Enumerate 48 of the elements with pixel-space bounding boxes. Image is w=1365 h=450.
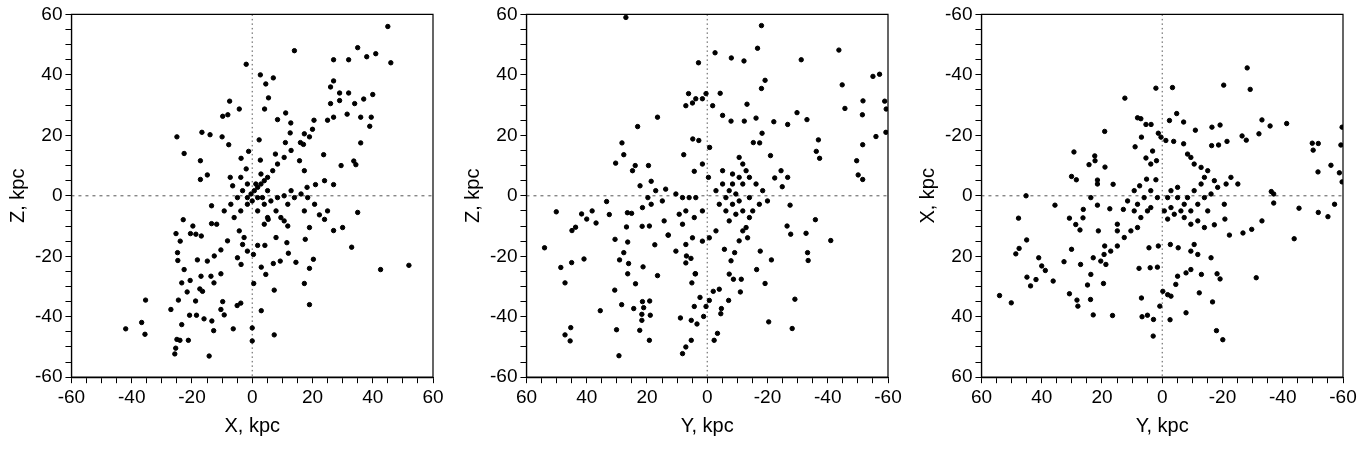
x-tick-label: 0 — [246, 385, 258, 407]
x-tick-label: -40 — [117, 385, 146, 407]
x-tick-label: 20 — [301, 385, 324, 407]
y-tick-label: -40 — [489, 304, 518, 326]
x-tick-label: 0 — [701, 385, 713, 407]
x-tick-label: -20 — [753, 385, 782, 407]
y-tick-label: 20 — [496, 123, 518, 145]
x-tick-label: 60 — [422, 385, 444, 407]
y-tick-label: 40 — [496, 63, 518, 85]
x-tick-label: -20 — [1208, 385, 1237, 407]
x-tick-label: 60 — [515, 385, 538, 407]
x-axis-title: Y, kpc — [680, 413, 734, 436]
y-axis-title: Z, kpc — [460, 168, 483, 224]
y-tick-label: -40 — [944, 63, 973, 85]
x-axis-title: Y, kpc — [1135, 413, 1189, 436]
y-tick-label: 60 — [41, 2, 63, 24]
x-tick-label: 40 — [362, 385, 384, 407]
y-tick-label: 0 — [51, 184, 63, 206]
y-tick-label: 0 — [506, 184, 518, 206]
x-tick-label: -40 — [814, 385, 842, 407]
x-tick-label: 20 — [1091, 385, 1113, 407]
y-tick-label: -20 — [944, 123, 973, 145]
x-tick-label: -40 — [1269, 385, 1297, 407]
x-tick-label: 0 — [1156, 385, 1168, 407]
x-tick-label: 40 — [1031, 385, 1053, 407]
y-tick-label: 0 — [961, 184, 973, 206]
y-tick-label: -60 — [489, 365, 518, 387]
y-tick-label: -40 — [34, 304, 63, 326]
x-tick-label: 40 — [576, 385, 598, 407]
y-tick-label: -60 — [944, 2, 973, 24]
x-tick-label: -60 — [1329, 385, 1357, 407]
y-tick-label: 20 — [951, 244, 973, 266]
x-axis-title: X, kpc — [224, 413, 281, 436]
y-tick-label: 40 — [41, 63, 63, 85]
y-tick-label: 60 — [951, 365, 973, 387]
y-axis-title: X, kpc — [915, 168, 938, 224]
x-tick-label: 60 — [970, 385, 993, 407]
y-tick-label: 20 — [41, 123, 63, 145]
x-tick-label: -20 — [178, 385, 206, 407]
x-tick-label: 20 — [636, 385, 658, 407]
y-tick-label: 40 — [951, 304, 973, 326]
y-tick-label: -20 — [34, 244, 63, 266]
y-tick-label: 60 — [496, 2, 518, 24]
y-tick-label: -60 — [34, 365, 63, 387]
x-tick-label: -60 — [874, 385, 902, 407]
x-tick-label: -60 — [57, 385, 86, 407]
y-axis-title: Z, kpc — [5, 168, 28, 224]
y-tick-label: -20 — [489, 244, 518, 266]
